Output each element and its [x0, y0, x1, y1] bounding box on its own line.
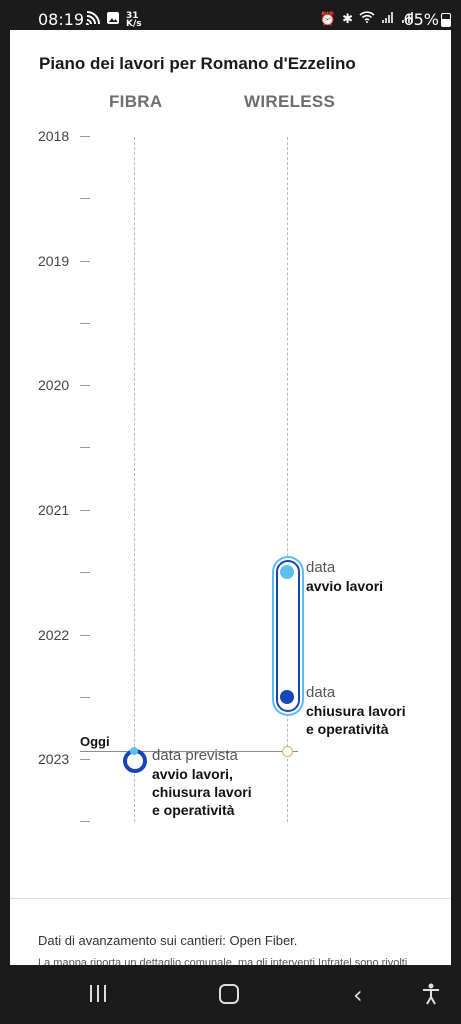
today-line [80, 751, 298, 752]
column-fibra: FIBRA [109, 92, 163, 111]
wireless-start-dot [280, 565, 294, 579]
wireless-guide-line [287, 137, 288, 822]
wifi-icon [359, 11, 375, 27]
year-tick [80, 261, 90, 262]
battery-icon [441, 13, 451, 27]
home-button[interactable] [219, 984, 239, 1004]
gallery-icon [106, 11, 120, 29]
accessibility-icon[interactable] [421, 983, 441, 1010]
wireless-end-dot [280, 690, 294, 704]
battery-percent: 65% [403, 10, 439, 29]
section-divider [10, 898, 451, 899]
signal-icon [381, 11, 395, 27]
clock: 08:19 [38, 10, 85, 29]
half-year-tick [80, 323, 90, 324]
page-title: Piano dei lavori per Romano d'Ezzelino [39, 54, 356, 73]
data-source-text: Dati di avanzamento sui cantieri: Open F… [38, 933, 298, 948]
network-speed: 31 K/s [126, 11, 142, 29]
wireless-start-label: data avvio lavori [306, 559, 384, 594]
wireless-today-marker [282, 746, 293, 757]
half-year-tick [80, 447, 90, 448]
half-year-tick [80, 198, 90, 199]
recents-button[interactable] [90, 985, 106, 1002]
half-year-tick [80, 697, 90, 698]
year-tick [80, 136, 90, 137]
year-tick [80, 759, 90, 760]
fibra-today-dot [130, 747, 138, 755]
alarm-icon: ⏰ [319, 11, 337, 27]
year-tick [80, 385, 90, 386]
half-year-tick [80, 821, 90, 822]
signal-icon-2 [401, 11, 415, 27]
year-label: 2021 [38, 502, 70, 518]
year-tick [80, 510, 90, 511]
year-label: 2023 [38, 751, 70, 767]
map-note-text: La mappa riporta un dettaglio comunale, … [38, 957, 408, 965]
fibra-guide-line [134, 137, 135, 822]
year-label: 2022 [38, 627, 70, 643]
status-bar: 08:19 31 K/s ⏰ ✱ 65% [0, 0, 461, 36]
cast-icon [85, 11, 100, 29]
wireless-timeline-capsule [276, 560, 300, 712]
year-label: 2019 [38, 253, 70, 269]
year-label: 2018 [38, 128, 70, 144]
navigation-bar: ‹ [0, 965, 461, 1024]
bluetooth-icon: ✱ [342, 11, 353, 27]
timeline-card: Piano dei lavori per Romano d'Ezzelino F… [10, 30, 451, 965]
half-year-tick [80, 572, 90, 573]
year-label: 2020 [38, 377, 70, 393]
column-wireless: WIRELESS [244, 92, 336, 111]
back-button[interactable]: ‹ [353, 981, 363, 1009]
today-label: Oggi [80, 734, 110, 749]
fibra-label: data prevista avvio lavori, chiusura lav… [152, 747, 252, 818]
year-tick [80, 635, 90, 636]
wireless-end-label: data chiusura lavori e operatività [306, 684, 406, 737]
